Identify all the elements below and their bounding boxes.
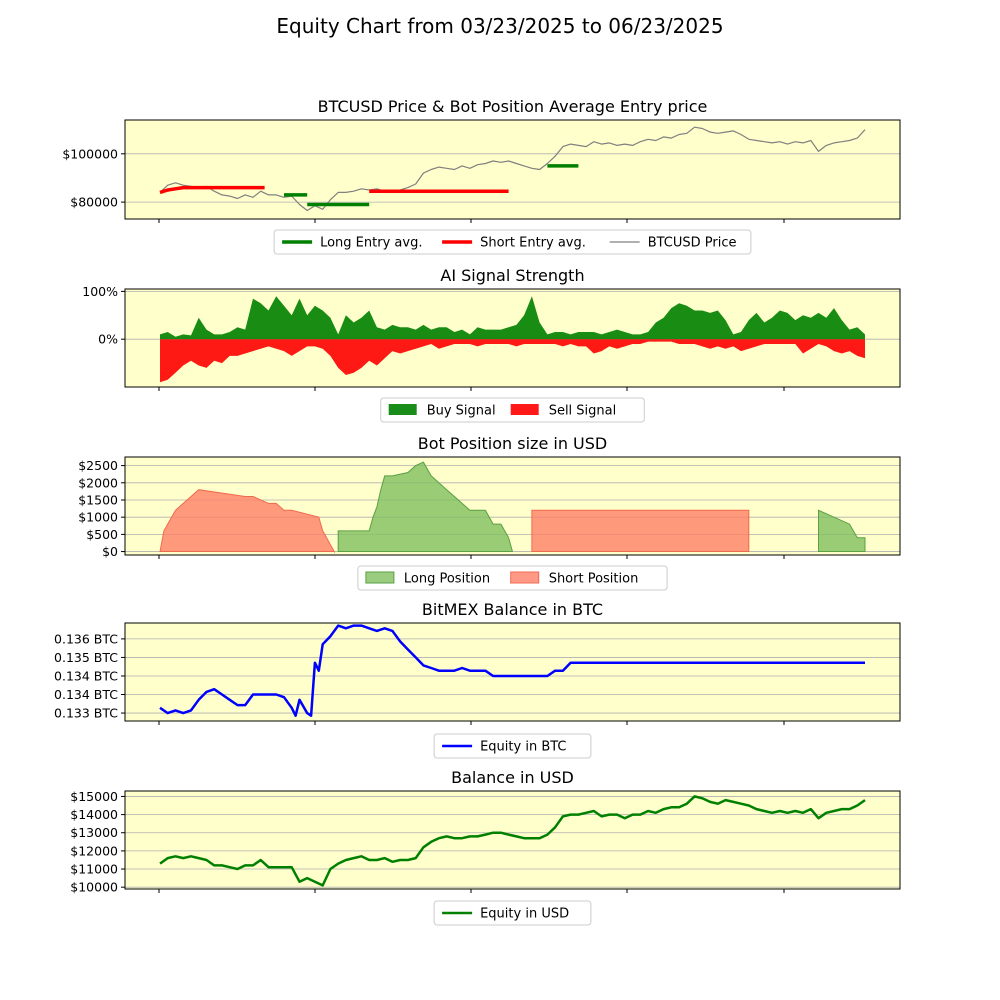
series-area-short-position	[159, 489, 335, 554]
legend-swatch-sell-signal	[510, 404, 539, 415]
axes-title-bitmex-balance-in-btc: BitMEX Balance in BTC	[422, 600, 603, 619]
axes-frame	[124, 119, 901, 220]
y-tick-label: $10000	[70, 880, 118, 895]
y-tick-label: 0.136 BTC	[54, 631, 118, 646]
legend-swatch-short-position	[510, 571, 540, 584]
series-line-equity-in-usd	[159, 795, 866, 887]
y-tick-label: 0.135 BTC	[54, 650, 118, 665]
legend-label-btcusd-price: BTCUSD Price	[648, 236, 737, 251]
series-area-buy-signal	[160, 296, 865, 340]
axes-frame	[124, 790, 901, 890]
legend-box	[433, 900, 592, 926]
legend-label-equity-in-usd: Equity in USD	[480, 907, 569, 922]
axes-frame	[124, 622, 901, 722]
legend-box	[273, 229, 752, 255]
y-tick-label: $80000	[70, 195, 118, 210]
plot-area-bitmex-balance-in-btc	[125, 623, 900, 721]
axes-title-bot-position-size-in-usd: Bot Position size in USD	[418, 434, 607, 453]
axes-frame	[124, 456, 901, 556]
series-line-equity-in-btc	[159, 624, 865, 717]
y-tick-label: 0.134 BTC	[54, 668, 118, 683]
plot-area-btcusd-price-bot-position-average-entry-price	[125, 120, 900, 219]
legend-label-long-position: Long Position	[404, 572, 490, 587]
legend-label-sell-signal: Sell Signal	[549, 404, 617, 419]
series-area-long-position	[817, 509, 866, 553]
axes-frame	[124, 288, 901, 388]
y-tick-label: $500	[86, 527, 118, 542]
y-tick-label: $14000	[70, 807, 118, 822]
y-tick-label: $0	[102, 544, 118, 559]
series-area-long-position	[337, 461, 513, 553]
axes-title-balance-in-usd: Balance in USD	[451, 768, 574, 787]
legend-label-long-entry-avg: Long Entry avg.	[320, 236, 422, 251]
series-line-short-entry-avg	[159, 185, 207, 195]
y-tick-label: 0.134 BTC	[54, 687, 118, 702]
legend-label-short-position: Short Position	[549, 572, 639, 587]
y-tick-label: $12000	[70, 843, 118, 858]
series-area-sell-signal	[160, 339, 865, 383]
legend-box	[433, 733, 592, 759]
y-tick-label: $2000	[78, 475, 118, 490]
y-tick-label: $15000	[70, 789, 118, 804]
legend-label-equity-in-btc: Equity in BTC	[480, 740, 566, 755]
y-tick-label: $100000	[62, 146, 118, 161]
y-tick-label: $11000	[70, 862, 118, 877]
series-area-short-position	[531, 509, 750, 553]
plot-area-balance-in-usd	[125, 791, 900, 889]
y-tick-label: 0.133 BTC	[54, 706, 118, 721]
legend-label-buy-signal: Buy Signal	[427, 404, 496, 419]
y-tick-label: $1000	[78, 510, 118, 525]
y-tick-label: 100%	[82, 284, 118, 299]
axes-title-ai-signal-strength: AI Signal Strength	[440, 266, 584, 285]
y-tick-label: $13000	[70, 825, 118, 840]
series-line-btcusd-price	[159, 126, 866, 212]
y-tick-label: $2500	[78, 458, 118, 473]
axes-title-btcusd-price-bot-position-average-entry-price: BTCUSD Price & Bot Position Average Entr…	[318, 97, 708, 116]
legend-swatch-long-position	[365, 571, 395, 584]
y-tick-label: 0%	[98, 332, 118, 347]
legend-label-short-entry-avg: Short Entry avg.	[480, 236, 586, 251]
y-tick-label: $1500	[78, 492, 118, 507]
figure-title: Equity Chart from 03/23/2025 to 06/23/20…	[276, 14, 724, 38]
legend-swatch-buy-signal	[388, 404, 417, 415]
